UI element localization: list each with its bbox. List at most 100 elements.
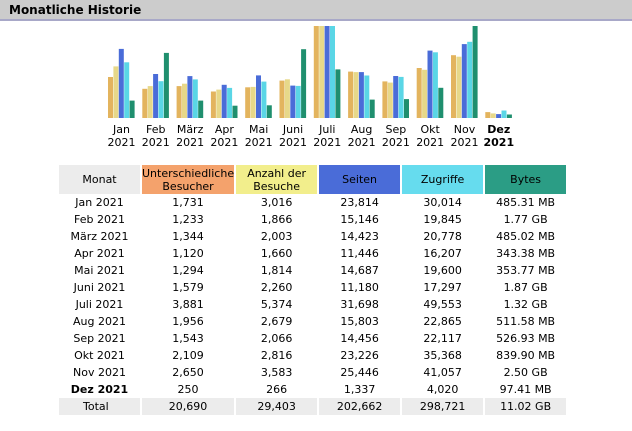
header-unique-visitors: Unterschiedliche Besucher (142, 165, 235, 194)
x-tick-month: Apr (215, 123, 235, 136)
bar-hits (398, 76, 404, 118)
bar-hits (432, 52, 438, 118)
bar-unique-visitors (279, 80, 285, 118)
cell-hits: 22,117 (423, 332, 462, 345)
bar-unique-visitors (108, 77, 113, 118)
bar-pages (461, 44, 467, 118)
cell-unique: 2,109 (172, 349, 204, 362)
cell-unique: 1,120 (172, 247, 204, 260)
bar-unique-visitors (348, 71, 354, 118)
cell-unique: 250 (177, 383, 199, 396)
cell-bytes: 839.90 MB (496, 349, 556, 362)
x-tick-year: 2021 (348, 136, 376, 149)
bar-unique-visitors (245, 87, 251, 118)
cell-visits: 2,003 (260, 230, 293, 243)
bar-bytes (472, 26, 478, 118)
cell-visits: 2,066 (260, 332, 293, 345)
cell-hits: 19,600 (423, 264, 462, 277)
cell-visits: 2,260 (260, 281, 293, 294)
cell-pages: 14,687 (340, 264, 379, 277)
cell-hits: 4,020 (426, 383, 459, 396)
table-row: Apr 2021 1,120 1,660 11,446 16,207 343.38 MB (59, 245, 566, 262)
bar-pages (187, 76, 193, 118)
x-tick-year: 2021 (108, 136, 136, 149)
x-tick-year: 2021 (483, 136, 514, 149)
cell-pages: 1,337 (343, 383, 376, 396)
cell-hits: 16,207 (423, 247, 462, 260)
cell-hits: 19,845 (423, 213, 462, 226)
bar-bytes (369, 99, 375, 118)
cell-month: Juli 2021 (75, 298, 124, 311)
section-title: Monatliche Historie (9, 3, 142, 17)
table-row: Aug 2021 1,956 2,679 15,803 22,865 511.58 MB (59, 313, 566, 330)
bar-hits (124, 62, 130, 118)
cell-pages: 11,180 (340, 281, 379, 294)
x-tick-year: 2021 (279, 136, 307, 149)
x-tick-month: Feb (146, 123, 165, 136)
x-tick-month: Juni (282, 123, 303, 136)
table-header-row: Monat Unterschiedliche Besucher Anzahl d… (59, 165, 567, 194)
table-row: Jan 2021 1,731 3,016 23,814 30,014 485.31 MB (59, 194, 566, 211)
cell-visits: 266 (266, 383, 288, 396)
table-row: Okt 2021 2,109 2,816 23,226 35,368 839.90 MB (59, 347, 566, 364)
x-tick-month: März (177, 123, 204, 136)
x-tick-year: 2021 (142, 136, 170, 149)
bar-visits (182, 83, 187, 118)
bar-pages (358, 72, 364, 118)
cell-hits: 49,553 (423, 298, 462, 311)
cell-visits: 2,679 (260, 315, 293, 328)
cell-bytes: 511.58 MB (496, 315, 556, 328)
bar-unique-visitors (485, 112, 491, 118)
x-tick-month: Okt (421, 123, 441, 136)
cell-bytes: 1.87 GB (503, 281, 548, 294)
cell-unique: 1,956 (172, 315, 204, 328)
cell-month: Dez 2021 (70, 383, 129, 396)
x-tick-year: 2021 (313, 136, 341, 149)
cell-pages: 14,423 (340, 230, 379, 243)
cell-hits: 20,778 (423, 230, 462, 243)
table-row: Mai 2021 1,294 1,814 14,687 19,600 353.77 MB (59, 262, 566, 279)
bar-unique-visitors (451, 55, 456, 118)
bar-bytes (404, 99, 409, 118)
x-tick-year: 2021 (416, 136, 444, 149)
monthly-history-table: Monat Unterschiedliche Besucher Anzahl d… (57, 165, 568, 415)
cell-month: Sep 2021 (73, 332, 126, 345)
bar-pages (221, 84, 227, 118)
cell-pages: 15,803 (340, 315, 379, 328)
cell-month: Mai 2021 (74, 264, 125, 277)
bar-unique-visitors (176, 86, 182, 118)
monthly-history-chart: Jan2021Feb2021März2021Apr2021Mai2021Juni… (108, 26, 514, 149)
cell-visits: 2,816 (260, 349, 293, 362)
bar-hits (467, 41, 473, 118)
cell-hits: 30,014 (423, 196, 462, 209)
table-row: Sep 2021 1,543 2,066 14,456 22,117 526.93 MB (59, 330, 566, 347)
bar-bytes (506, 114, 512, 118)
bar-hits (227, 87, 233, 118)
bar-pages (393, 76, 399, 118)
cell-unique: 1,294 (172, 264, 204, 277)
cell-visits: 3,583 (260, 366, 293, 379)
cell-pages: 23,226 (340, 349, 379, 362)
header-hits: Zugriffe (402, 165, 484, 194)
cell-bytes: 485.31 MB (496, 196, 556, 209)
header-pages: Seiten (319, 165, 401, 194)
total-hits: 298,721 (402, 398, 484, 415)
cell-month: Okt 2021 (74, 349, 125, 362)
bar-hits (192, 79, 198, 118)
bar-visits (113, 66, 119, 118)
header-bytes: Bytes (485, 165, 567, 194)
x-tick-year: 2021 (382, 136, 410, 149)
table-row: März 2021 1,344 2,003 14,423 20,778 485.02 MB (59, 228, 566, 245)
cell-month: Feb 2021 (74, 213, 125, 226)
header-month: Monat (59, 165, 140, 194)
cell-bytes: 485.02 MB (496, 230, 556, 243)
cell-visits: 1,814 (260, 264, 293, 277)
total-label: Total (59, 398, 140, 415)
cell-bytes: 343.38 MB (496, 247, 556, 260)
cell-pages: 14,456 (340, 332, 379, 345)
cell-bytes: 1.32 GB (503, 298, 548, 311)
bar-hits (295, 85, 301, 118)
cell-unique: 1,731 (172, 196, 204, 209)
bar-visits (250, 86, 256, 118)
x-tick-year: 2021 (176, 136, 204, 149)
